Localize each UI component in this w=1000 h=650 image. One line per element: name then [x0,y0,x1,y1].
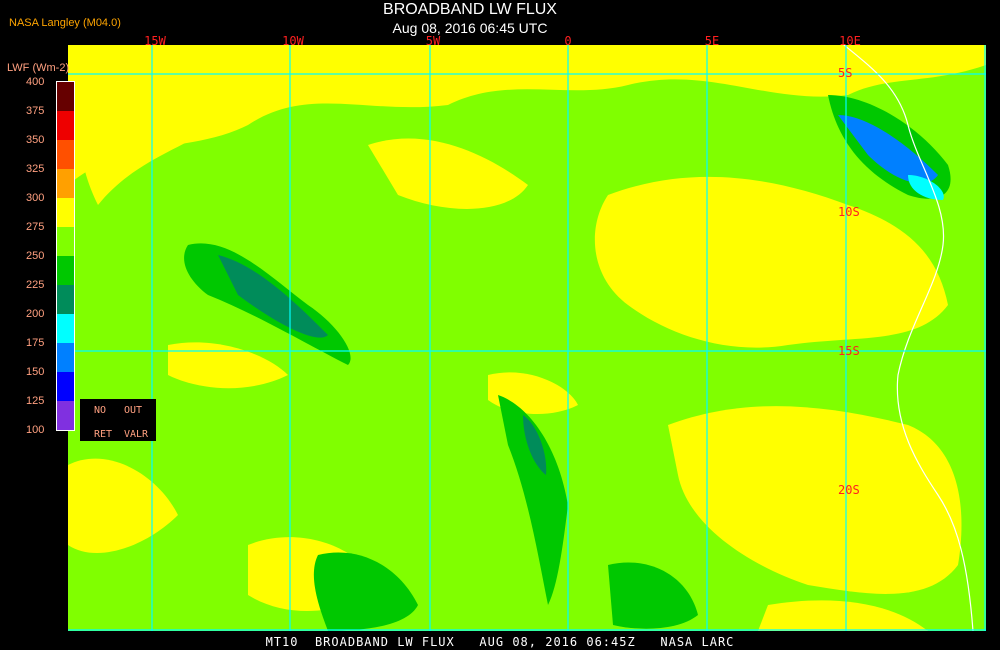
colorbar-tick: 325 [26,163,45,175]
lon-label-10w: 10W [282,34,304,48]
lon-label-15w: 15W [144,34,166,48]
colorbar-tick: 175 [26,337,45,349]
missing-valr: VALR [124,429,149,440]
colorbar-swatch [57,343,74,372]
lat-label-20s: 20S [838,483,860,497]
colorbar-tick: 250 [26,250,45,262]
colorbar-tick: 375 [26,105,45,117]
colorbar-swatch [57,111,74,140]
colorbar-swatch [57,256,74,285]
colorbar-tick: 150 [26,366,45,378]
colorbar-swatch [57,140,74,169]
lon-label-10e: 10E [839,34,861,48]
colorbar-swatch [57,401,74,430]
colorbar-tick: 275 [26,221,45,233]
colorbar-swatch [57,169,74,198]
missing-data-legend: NO OUT RET VALR [80,399,156,441]
colorbar-tick: 125 [26,395,45,407]
missing-ret: RET [94,429,113,440]
map-timestamp: Aug 08, 2016 06:45 UTC [392,20,548,36]
colorbar-tick: 350 [26,134,45,146]
map-title: BROADBAND LW FLUX [383,1,557,18]
lat-label-5s: 5S [838,66,853,80]
colorbar-swatch [57,227,74,256]
colorbar-swatch [57,314,74,343]
colorbar-tick: 225 [26,279,45,291]
lon-label-5e: 5E [704,34,720,48]
coastline [843,45,974,631]
colorbar-tick: 300 [26,192,45,204]
colorbar-swatch [57,82,74,111]
footer-caption: MT10 BROADBAND LW FLUX AUG 08, 2016 06:4… [265,635,735,649]
colorbar-tick: 100 [26,424,45,436]
lon-label-0: 0 [564,34,572,48]
missing-out: OUT [124,405,143,416]
colorbar-swatch [57,198,74,227]
lat-label-10s: 10S [838,205,860,219]
lat-label-15s: 15S [838,344,860,358]
satellite-flux-map[interactable] [68,45,986,631]
organization-label: NASA Langley (M04.0) [9,17,121,29]
colorbar-tick: 200 [26,308,45,320]
colorbar-swatch [57,285,74,314]
gridlines [68,45,986,631]
colorbar-swatch [57,372,74,401]
colorbar-label: LWF (Wm-2) [7,62,70,74]
colorbar [56,81,75,431]
colorbar-tick: 400 [26,76,45,88]
missing-no: NO [94,405,107,416]
low-flux-regions [218,255,547,475]
lon-label-5w: 5W [425,34,441,48]
